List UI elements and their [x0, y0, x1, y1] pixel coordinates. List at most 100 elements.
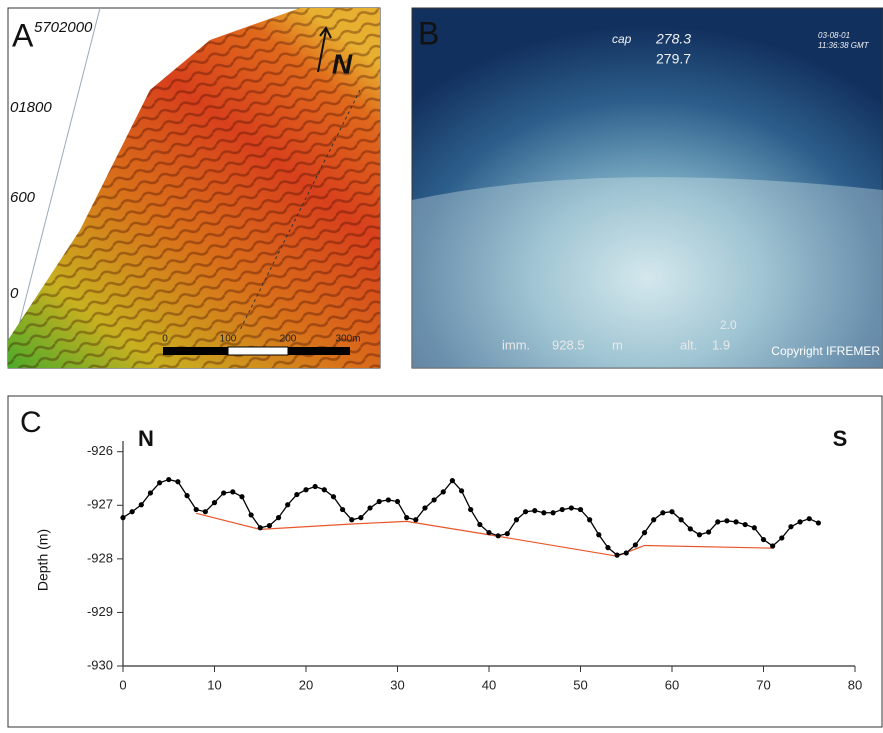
x-tick-label: 50	[573, 677, 587, 692]
point	[687, 526, 693, 532]
x-tick-label: 40	[482, 677, 496, 692]
point	[742, 521, 748, 528]
point	[449, 478, 455, 484]
northing-label: 01800	[10, 99, 52, 116]
point	[157, 480, 163, 486]
point	[770, 543, 776, 549]
point	[495, 533, 501, 539]
point	[376, 498, 382, 505]
point	[605, 545, 611, 551]
point	[523, 509, 529, 515]
point	[120, 515, 126, 521]
point	[806, 516, 812, 522]
point	[486, 530, 492, 536]
y-tick-label: -926	[87, 443, 113, 458]
point	[733, 519, 739, 525]
point	[175, 479, 181, 485]
point	[239, 494, 245, 500]
point	[413, 517, 419, 523]
point	[513, 517, 520, 523]
scale-label: 300m	[335, 334, 360, 345]
point	[724, 518, 730, 524]
point	[678, 517, 684, 523]
north-label: N	[332, 48, 353, 79]
north-arrow	[317, 29, 327, 73]
point	[779, 535, 785, 541]
point	[312, 483, 318, 490]
point	[257, 525, 263, 531]
point	[431, 497, 437, 503]
point	[559, 506, 565, 513]
point	[193, 506, 199, 513]
point	[422, 505, 428, 511]
x-tick-label: 0	[119, 677, 126, 692]
point	[138, 502, 144, 508]
northing-label: 0	[10, 285, 19, 302]
annotation: S	[833, 426, 848, 451]
point	[211, 500, 218, 506]
point	[321, 487, 327, 493]
scale-label: 0	[162, 334, 168, 345]
point	[303, 487, 309, 493]
northing-label: 600	[10, 189, 36, 206]
x-tick-label: 30	[390, 677, 404, 692]
point	[751, 525, 757, 531]
point	[797, 519, 803, 525]
point	[340, 506, 346, 513]
point	[404, 515, 410, 521]
point	[248, 512, 254, 518]
x-tick-label: 10	[207, 677, 221, 692]
y-tick-label: -927	[87, 497, 113, 512]
point	[221, 490, 227, 496]
point	[596, 532, 602, 538]
point	[394, 498, 401, 505]
point	[532, 508, 538, 514]
northing-label: 5702000	[34, 19, 93, 36]
panel-label: C	[20, 406, 42, 439]
axis-line	[7, 7, 101, 369]
panel-b: B cap 278.3 279.7 03-08-01 11:36:38 GMT …	[411, 7, 883, 369]
panel-c-frame	[7, 395, 883, 728]
point	[623, 550, 629, 556]
point	[477, 521, 483, 528]
point	[815, 520, 822, 526]
point	[614, 552, 620, 558]
point	[129, 509, 135, 515]
overlay-text: 11:36:38 GMT	[818, 41, 870, 50]
point	[358, 515, 364, 521]
scale-bar	[227, 346, 289, 356]
scale-bar	[163, 347, 228, 355]
copyright: Copyright IFREMER	[771, 344, 880, 358]
panel-c: C N S Depth (m) -930 -929 -928 -927 -926 0 10 2…	[7, 395, 883, 728]
point	[468, 506, 474, 513]
terrain-texture	[8, 8, 380, 368]
point	[440, 489, 446, 495]
point	[275, 515, 282, 521]
point	[788, 524, 794, 530]
overlay-text: imm.	[502, 337, 530, 352]
point	[294, 491, 300, 498]
overlay-text: m	[612, 337, 623, 352]
point	[587, 517, 593, 523]
point	[147, 490, 154, 496]
point	[669, 509, 675, 515]
point	[166, 476, 172, 483]
y-tick-label: -930	[87, 657, 113, 672]
point	[706, 529, 712, 535]
overlay-text: 278.3	[655, 31, 691, 47]
point	[577, 506, 584, 513]
panel-label: A	[12, 17, 34, 53]
point	[184, 493, 190, 499]
x-tick-label: 20	[299, 677, 313, 692]
point	[541, 510, 547, 516]
point	[367, 505, 373, 511]
point	[550, 510, 556, 516]
y-axis-label: Depth (m)	[35, 529, 51, 591]
point	[349, 517, 355, 523]
point	[385, 497, 391, 503]
overlay-text: 2.0	[720, 318, 737, 332]
panel-a: A 5702000 01800 600 0 N 0 100 200 300m	[7, 7, 381, 369]
y-tick-label: -929	[87, 604, 113, 619]
x-tick-label: 80	[848, 677, 862, 692]
